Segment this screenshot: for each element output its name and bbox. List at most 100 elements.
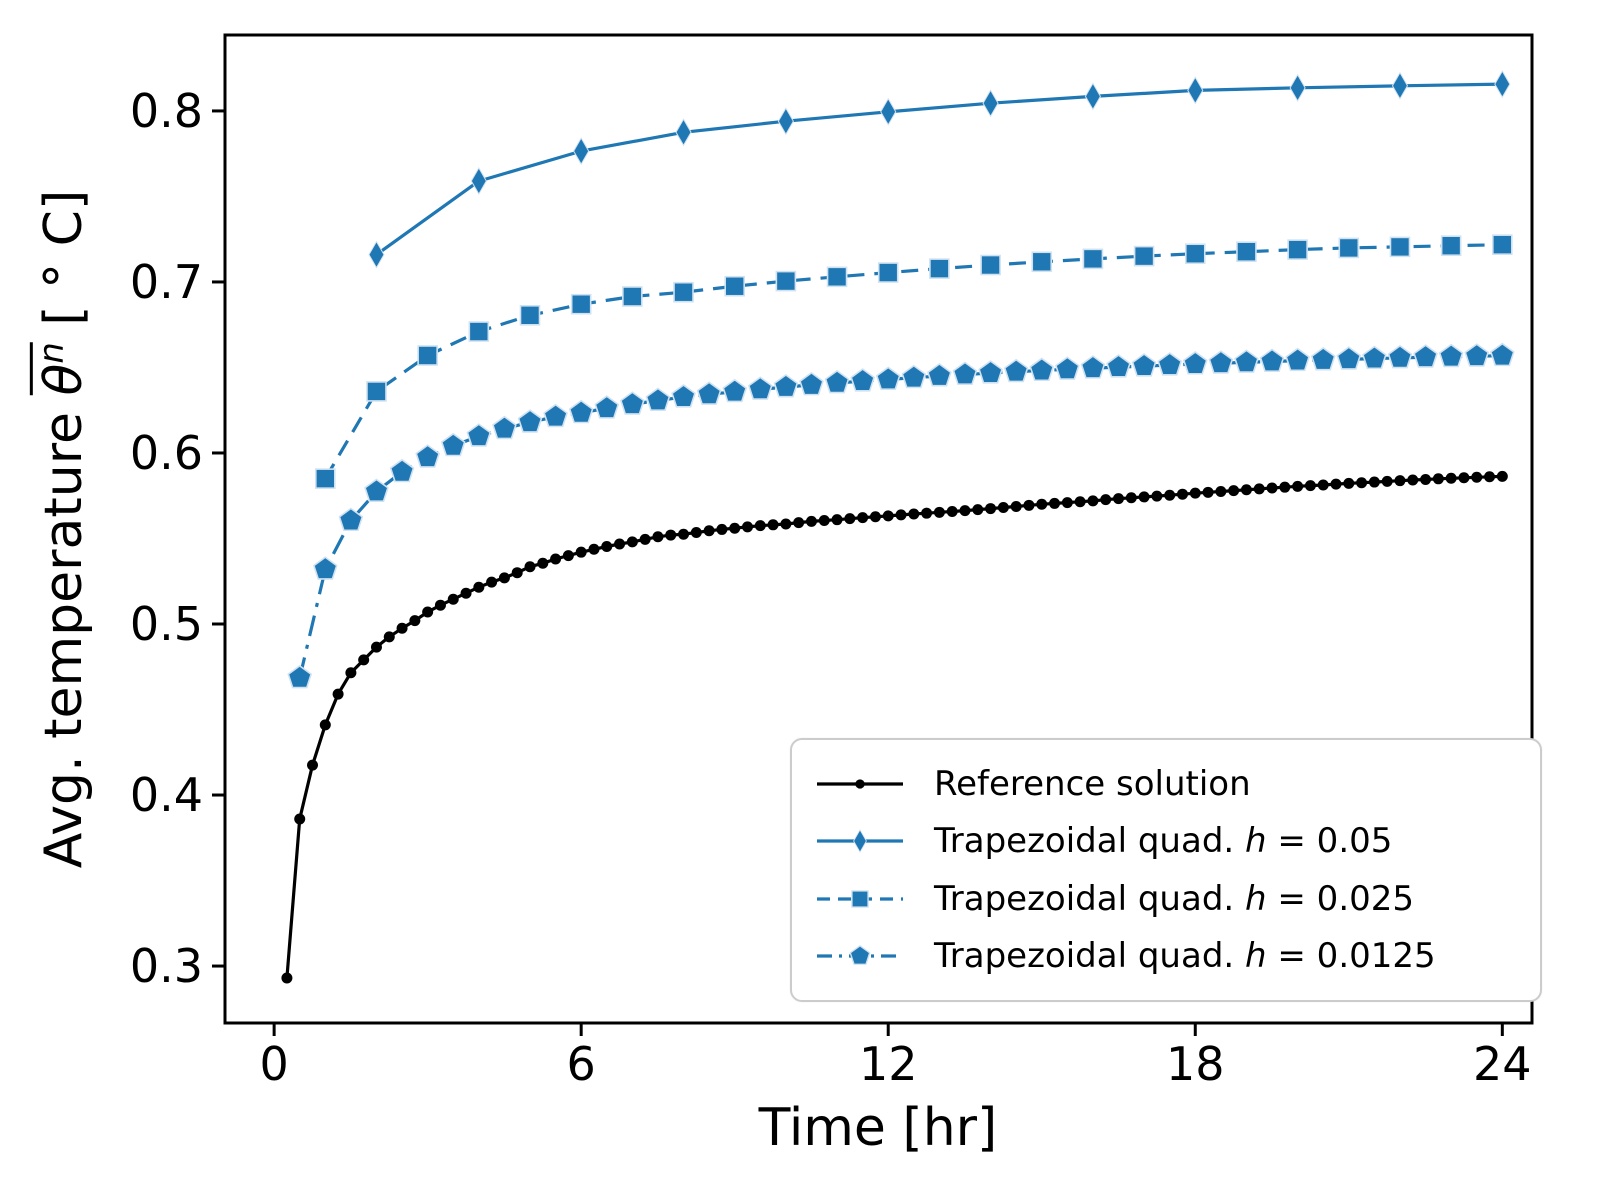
- legend-entry: Trapezoidal quad. h = 0.0125: [814, 936, 1530, 976]
- dot-marker-icon: [754, 520, 766, 532]
- dot-marker-icon: [524, 561, 536, 573]
- pentagon-marker-icon: [1003, 358, 1029, 383]
- dot-marker-icon: [1420, 473, 1432, 485]
- pentagon-marker-icon: [849, 945, 871, 966]
- dot-marker-icon: [1240, 484, 1252, 496]
- legend-label-text: Trapezoidal quad.: [934, 936, 1246, 977]
- thin-diamond-marker-icon: [1391, 71, 1409, 100]
- dot-marker-icon: [1253, 483, 1265, 495]
- dot-marker-icon: [972, 504, 984, 516]
- dot-marker-icon: [1330, 478, 1342, 490]
- legend-line-sample: [817, 945, 903, 966]
- pentagon-marker-icon: [1080, 355, 1106, 379]
- pentagon-marker-icon: [619, 391, 645, 415]
- pentagon-marker-icon: [1336, 346, 1362, 370]
- pentagon-marker-icon: [1259, 348, 1285, 372]
- square-marker-icon: [622, 286, 643, 307]
- theta-bar-symbol: θn: [29, 342, 95, 396]
- y-axis-label-unit: [ ° C]: [34, 189, 95, 343]
- pentagon-marker-icon: [824, 369, 850, 394]
- thin-diamond-marker-icon: [853, 829, 867, 854]
- pentagon-marker-icon: [338, 507, 364, 532]
- dot-marker-icon: [370, 641, 382, 653]
- pentagon-marker-icon: [543, 403, 568, 428]
- dot-marker-icon: [793, 517, 805, 529]
- legend-label-math-var: h: [1245, 936, 1267, 977]
- dot-marker-icon: [1279, 481, 1291, 493]
- dot-marker-icon: [1202, 486, 1214, 498]
- x-tick-label: 18: [1166, 1037, 1225, 1091]
- dot-marker-icon: [1368, 476, 1380, 488]
- pentagon-marker-icon: [1413, 344, 1438, 368]
- thin-diamond-marker-icon: [982, 89, 999, 118]
- pentagon-marker-icon: [1054, 356, 1080, 380]
- pentagon-marker-icon: [1362, 345, 1387, 370]
- dot-marker-icon: [1228, 485, 1240, 497]
- dot-marker-icon: [1356, 477, 1368, 489]
- dot-marker-icon: [1061, 497, 1073, 509]
- square-marker-icon: [724, 275, 745, 297]
- dot-marker-icon: [1215, 485, 1227, 497]
- legend-label: Trapezoidal quad. h = 0.05: [934, 821, 1392, 861]
- legend-line-sample: [817, 890, 903, 908]
- square-marker-icon: [315, 468, 336, 489]
- dot-marker-icon: [1266, 482, 1278, 494]
- dot-marker-icon: [741, 521, 753, 533]
- y-tick-label: 0.3: [130, 939, 203, 993]
- pentagon-marker-icon: [492, 415, 517, 440]
- dot-marker-icon: [1176, 488, 1188, 500]
- dot-marker-icon: [933, 506, 945, 518]
- dot-marker-icon: [678, 528, 690, 540]
- dot-marker-icon: [921, 507, 933, 519]
- thin-diamond-marker-icon: [777, 107, 794, 136]
- dot-marker-icon: [1407, 474, 1419, 486]
- dot-marker-icon: [358, 654, 370, 666]
- dot-marker-icon: [1445, 472, 1457, 484]
- square-marker-icon: [980, 254, 1001, 276]
- dot-marker-icon: [1292, 480, 1304, 492]
- pentagon-marker-icon: [1464, 343, 1490, 367]
- pentagon-marker-icon: [1387, 344, 1413, 369]
- legend: Reference solution Trapezoidal quad. h = …: [790, 738, 1542, 1002]
- series-line: [375, 82, 1503, 256]
- pentagon-marker-icon: [1438, 343, 1464, 368]
- dot-marker-icon: [716, 523, 728, 535]
- dot-marker-icon: [690, 527, 702, 539]
- dot-marker-icon: [946, 505, 958, 517]
- pentagon-marker-icon: [1489, 342, 1515, 367]
- pentagon-marker-icon: [568, 399, 594, 424]
- thin-diamond-marker-icon: [880, 97, 897, 126]
- pentagon-marker-icon: [1234, 349, 1259, 373]
- dot-marker-icon: [307, 759, 319, 771]
- square-marker-icon: [417, 345, 438, 366]
- dot-marker-icon: [1036, 498, 1048, 510]
- y-tick-label: 0.5: [130, 597, 203, 651]
- legend-label-text: Trapezoidal quad.: [934, 878, 1246, 919]
- pentagon-marker-icon: [312, 556, 338, 580]
- y-axis-label-prefix: Avg. temperature: [34, 395, 95, 869]
- dot-marker-icon: [1471, 471, 1483, 483]
- dot-marker-icon: [997, 502, 1009, 514]
- dot-marker-icon: [1496, 470, 1508, 482]
- y-tick-label: 0.4: [130, 768, 203, 822]
- pentagon-marker-icon: [952, 361, 978, 385]
- dot-marker-icon: [959, 505, 971, 517]
- pentagon-marker-icon: [594, 395, 620, 419]
- legend-label-math-value: = 0.05: [1266, 821, 1393, 862]
- legend-label-math-value: = 0.025: [1266, 878, 1415, 919]
- pentagon-marker-icon: [517, 409, 543, 433]
- y-tick-label: 0.6: [130, 426, 203, 480]
- square-marker-icon: [1236, 241, 1257, 262]
- dot-marker-icon: [281, 972, 293, 984]
- dot-marker-icon: [409, 615, 421, 627]
- dot-marker-icon: [383, 631, 395, 643]
- pentagon-marker-icon: [287, 664, 313, 689]
- x-tick-label: 6: [567, 1037, 596, 1091]
- dot-marker-icon: [537, 557, 549, 569]
- dot-marker-icon: [588, 543, 600, 555]
- theta-symbol: θ: [34, 363, 95, 396]
- legend-label-text: Trapezoidal quad.: [934, 821, 1246, 862]
- dot-marker-icon: [486, 576, 498, 588]
- pentagon-marker-icon: [901, 364, 927, 389]
- dot-marker-icon: [345, 667, 357, 679]
